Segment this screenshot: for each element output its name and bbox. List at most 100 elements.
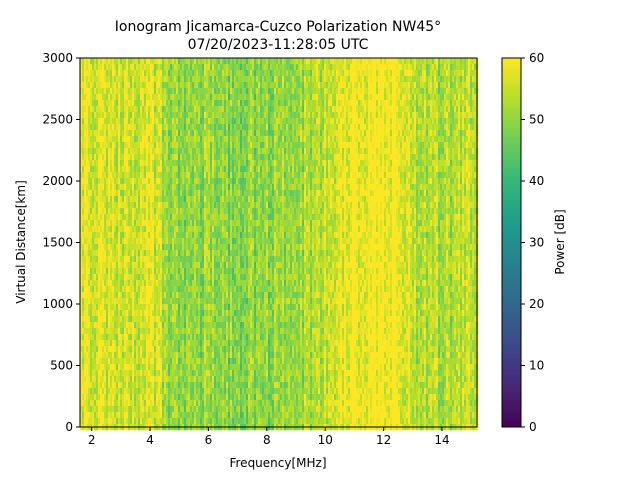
heatmap-cell [84,184,87,191]
heatmap-cell [174,328,177,335]
heatmap-cell [166,154,169,161]
heatmap-cell [156,268,159,275]
heatmap-cell [102,364,105,371]
heatmap-cell [136,280,139,287]
heatmap-cell [142,346,145,353]
heatmap-cell [228,328,231,335]
heatmap-cell [214,418,217,425]
heatmap-cell [152,118,155,125]
heatmap-cell [140,286,143,293]
heatmap-cell [86,310,89,317]
heatmap-cell [212,154,215,161]
heatmap-cell [164,256,167,263]
heatmap-cell [180,412,183,419]
heatmap-cell [232,400,235,407]
heatmap-cell [174,100,177,107]
heatmap-cell [94,376,97,383]
heatmap-cell [194,400,197,407]
heatmap-cell [136,340,139,347]
heatmap-cell [182,400,185,407]
heatmap-cell [96,64,99,71]
heatmap-cell [220,136,223,143]
heatmap-cell [104,76,107,83]
heatmap-cell [154,382,157,389]
heatmap-cell [210,340,213,347]
heatmap-cell [158,250,161,257]
heatmap-cell [140,358,143,365]
heatmap-cell [196,190,199,197]
heatmap-cell [154,280,157,287]
heatmap-cell [102,148,105,155]
heatmap-cell [86,136,89,143]
heatmap-cell [234,118,237,125]
heatmap-cell [144,400,147,407]
heatmap-cell [134,334,137,341]
heatmap-cell [140,394,143,401]
heatmap-cell [198,334,201,341]
heatmap-cell [230,268,233,275]
heatmap-cell [112,400,115,407]
heatmap-cell [108,262,111,269]
heatmap-cell [146,280,149,287]
heatmap-cell [124,244,127,251]
heatmap-cell [220,160,223,167]
heatmap-cell [166,166,169,173]
heatmap-cell [152,310,155,317]
heatmap-cell [212,334,215,341]
heatmap-cell [96,292,99,299]
heatmap-cell [158,256,161,263]
heatmap-cell [156,64,159,71]
heatmap-cell [218,166,221,173]
heatmap-cell [106,340,109,347]
heatmap-cell [144,256,147,263]
heatmap-cell [124,82,127,89]
heatmap-cell [160,190,163,197]
heatmap-cell [210,328,213,335]
heatmap-cell [138,166,141,173]
heatmap-cell [234,298,237,305]
heatmap-cell [204,292,207,299]
heatmap-cell [218,274,221,281]
heatmap-cell [132,160,135,167]
heatmap-cell [116,58,119,65]
heatmap-cell [120,190,123,197]
heatmap-cell [110,340,113,347]
heatmap-cell [98,316,101,323]
heatmap-cell [152,244,155,251]
heatmap-cell [166,100,169,107]
heatmap-cell [114,250,117,257]
heatmap-cell [112,214,115,221]
heatmap-cell [162,328,165,335]
heatmap-cell [204,328,207,335]
heatmap-cell [90,64,93,71]
heatmap-cell [90,292,93,299]
heatmap-cell [126,352,129,359]
heatmap-cell [132,184,135,191]
heatmap-cell [186,208,189,215]
heatmap-cell [152,190,155,197]
heatmap-cell [210,208,213,215]
heatmap-cell [158,406,161,413]
heatmap-cell [160,376,163,383]
heatmap-cell [188,172,191,179]
heatmap-cell [168,388,171,395]
heatmap-cell [96,262,99,269]
heatmap-cell [80,346,83,353]
heatmap-cell [92,304,95,311]
heatmap-cell [210,268,213,275]
heatmap-cell [152,376,155,383]
heatmap-cell [168,292,171,299]
heatmap-cell [158,208,161,215]
heatmap-cell [92,184,95,191]
heatmap-cell [140,274,143,281]
heatmap-cell [82,214,85,221]
heatmap-cell [162,82,165,89]
heatmap-cell [164,334,167,341]
heatmap-cell [142,418,145,425]
heatmap-cell [142,262,145,269]
heatmap-cell [94,82,97,89]
heatmap-cell [180,280,183,287]
heatmap-cell [108,142,111,149]
heatmap-cell [196,346,199,353]
heatmap-cell [90,244,93,251]
